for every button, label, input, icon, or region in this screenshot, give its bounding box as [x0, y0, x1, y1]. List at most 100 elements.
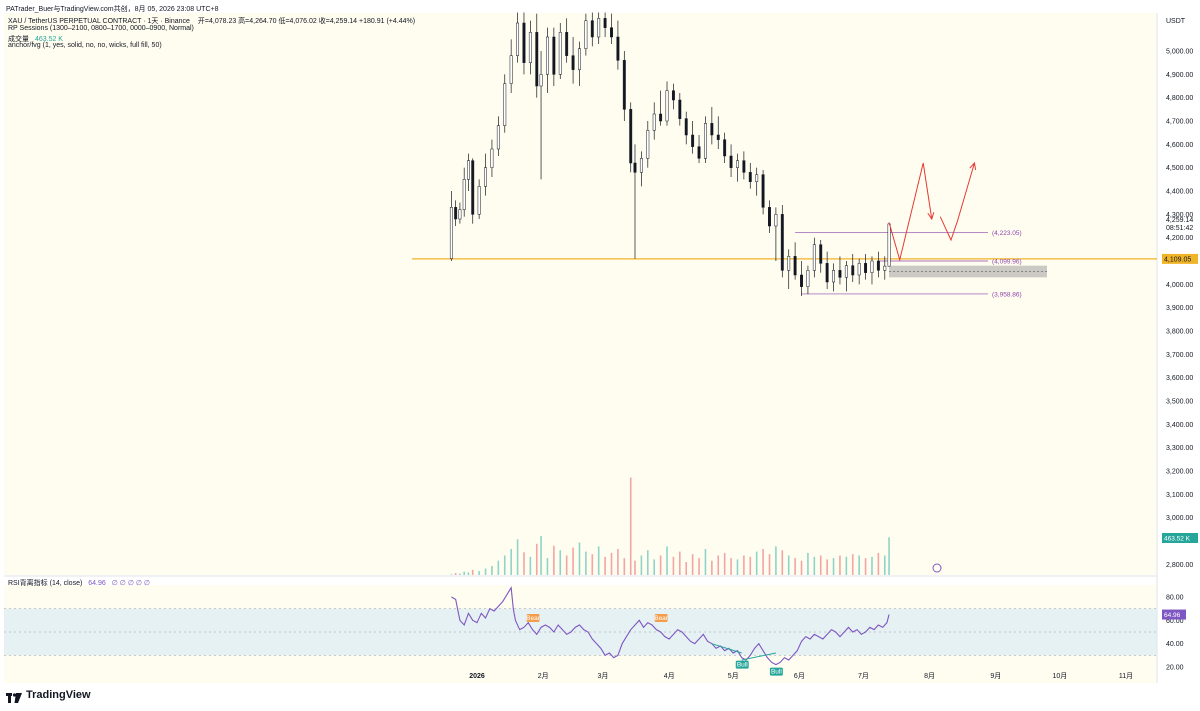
candle-body [812, 244, 816, 271]
candle-body [806, 270, 810, 287]
volume-bar [749, 556, 752, 575]
candle-body [774, 214, 778, 227]
rsi-value-tag-label: 64.96 [1164, 612, 1181, 619]
sessions-indicator-label[interactable]: RP Sessions (1300–2100, 0800–1700, 0000–… [8, 25, 194, 32]
volume-bar [679, 551, 681, 575]
volume-bar [858, 555, 860, 575]
price-axis-tick: 3,500.00 [1166, 399, 1193, 406]
time-axis-tick: 11月 [1119, 672, 1133, 680]
volume-value-tag-label: 463.52 K [1164, 536, 1191, 543]
volume-bar [659, 555, 662, 575]
volume-bar [800, 560, 803, 575]
candle-body [477, 186, 481, 215]
fvg-indicator-label[interactable]: anchor/fvg (1, yes, solid, no, no, wicks… [8, 42, 162, 49]
level-label: (4,099.96) [992, 259, 1022, 266]
symbol-line[interactable]: XAU / TetherUS PERPETUAL CONTRACT · 1天 ·… [8, 16, 415, 26]
support-price-tag [1162, 253, 1198, 264]
volume-bar [807, 552, 809, 575]
rsi-line [451, 585, 890, 666]
volume-bar [743, 555, 745, 575]
rsi-signal-badge [654, 614, 668, 622]
volume-bar [653, 559, 656, 575]
volume-value: 463.52 K [34, 36, 63, 43]
volume-bar [883, 555, 886, 575]
volume-bar [578, 542, 581, 575]
candle-body [832, 270, 835, 283]
candle-body [449, 207, 453, 259]
candle-body [800, 274, 803, 287]
volume-value-tag [1162, 533, 1198, 543]
candle-body [546, 36, 549, 75]
candle-body [665, 90, 669, 122]
candle-body [571, 55, 575, 70]
candle-body [490, 148, 494, 168]
candle-body [528, 32, 532, 63]
price-axis-tick: 4,500.00 [1166, 165, 1193, 172]
time-axis-tick: 3月 [598, 672, 609, 680]
candle-body [710, 123, 714, 136]
candle-body [768, 207, 771, 227]
price-axis-tick: 3,300.00 [1166, 445, 1193, 452]
candle-body [748, 172, 752, 182]
candle-body [887, 223, 891, 267]
volume-bar [510, 549, 512, 575]
volume-bar [591, 554, 594, 575]
price-axis-tick: 3,900.00 [1166, 305, 1193, 312]
candle-body [484, 167, 487, 187]
volume-bar [467, 572, 470, 575]
volume-bar [647, 550, 649, 575]
price-axis-tick: 4,400.00 [1166, 189, 1193, 196]
volume-indicator-label[interactable]: 成交量 463.52 K [8, 34, 63, 44]
volume-bar [768, 554, 771, 575]
candle-body [851, 265, 855, 276]
tradingview-logo[interactable]: TradingView [6, 689, 91, 703]
rsi-indicator-label[interactable]: RSI背离指标 (14, close) 64.96 ∅ ∅ ∅ ∅ ∅ [8, 578, 150, 588]
candle-body [870, 260, 874, 273]
candle-body [691, 134, 695, 147]
rsi-axis-tick: 80.00 [1166, 595, 1184, 602]
candle-body [678, 99, 682, 119]
candle-body [742, 160, 746, 173]
price-axis-tick: 3,200.00 [1166, 469, 1193, 476]
volume-bar [634, 560, 636, 575]
volume-bar [711, 560, 713, 575]
rsi-label: RSI背离指标 (14, close) [8, 580, 83, 587]
volume-bar [497, 560, 500, 575]
symbol-name[interactable]: XAU / TetherUS PERPETUAL CONTRACT · 1天 ·… [8, 18, 190, 25]
time-axis-tick: 10月 [1052, 672, 1067, 680]
volume-label: 成交量 [8, 36, 29, 43]
rsi-divergence-line [741, 652, 777, 661]
volume-bar [503, 555, 506, 575]
volume-bar [597, 546, 600, 575]
volume-bar [516, 539, 519, 575]
time-axis-tick: 2026 [469, 673, 485, 680]
candle-body [610, 27, 613, 38]
candle-body [780, 214, 784, 271]
volume-bar [546, 558, 549, 575]
volume-bar [813, 556, 816, 575]
candle-body [876, 260, 880, 271]
candle-body [454, 207, 458, 220]
volume-bar [888, 537, 890, 575]
volume-bar [877, 552, 880, 575]
volume-bar [529, 556, 532, 575]
price-axis-tick: 3,000.00 [1166, 515, 1193, 522]
volume-bar [819, 555, 822, 575]
volume-bar [730, 558, 732, 575]
time-axis-tick: 2月 [538, 672, 549, 680]
candle-body [496, 125, 500, 150]
rsi-signal-badge [769, 667, 783, 676]
projection-path-2 [939, 162, 975, 242]
candle-body [723, 139, 727, 157]
price-axis-tick: 2,800.00 [1166, 562, 1193, 569]
rsi-value: 64.96 [88, 580, 106, 587]
volume-bar [450, 574, 453, 575]
candle-body [825, 263, 829, 283]
volume-bar [871, 556, 873, 575]
time-axis-tick: 6月 [794, 672, 805, 680]
candle-body [552, 36, 556, 75]
candle-body [716, 134, 720, 140]
candle-body [819, 244, 823, 264]
candle-body [652, 113, 656, 131]
